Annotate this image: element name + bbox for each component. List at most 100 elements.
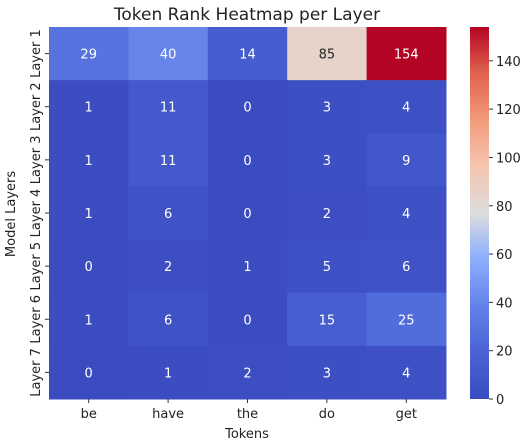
cell-value-label: 2 <box>164 260 172 275</box>
heatmap-cell <box>366 133 447 187</box>
cell-value-label: 4 <box>402 366 410 381</box>
heatmap-cell <box>207 133 288 187</box>
heatmap-cell <box>366 292 447 347</box>
heatmap-cell <box>49 80 129 134</box>
cell-value-label: 11 <box>160 154 177 169</box>
cell-value-label: 1 <box>85 101 93 116</box>
heatmap-cell <box>49 133 129 187</box>
colorbar-gradient <box>470 27 489 399</box>
colorbar-tick-label: 40 <box>496 296 513 311</box>
heatmap-cell <box>128 186 209 241</box>
x-tick-label: be <box>81 407 97 422</box>
x-axis-label: Tokens <box>224 427 269 442</box>
colorbar-tick-label: 60 <box>496 248 513 263</box>
heatmap-cell <box>366 27 447 81</box>
cell-value-label: 29 <box>80 48 97 63</box>
heatmap-cell <box>287 239 368 294</box>
cell-value-label: 5 <box>323 260 331 275</box>
cell-value-label: 0 <box>85 366 93 381</box>
heatmap-cell <box>128 133 209 187</box>
heatmap-cell <box>287 133 368 187</box>
x-axis: be have the do get <box>81 399 417 422</box>
cell-value-label: 1 <box>85 207 93 222</box>
heatmap-cells <box>49 27 447 400</box>
heatmap-cell <box>287 80 368 134</box>
y-tick-label: Layer 4 <box>29 189 44 238</box>
y-tick-label: Layer 2 <box>29 82 44 131</box>
cell-value-label: 14 <box>239 48 256 63</box>
colorbar-tick-label: 100 <box>496 151 521 166</box>
cell-value-label: 2 <box>323 207 331 222</box>
cell-value-label: 4 <box>402 207 410 222</box>
heatmap-cell <box>128 239 209 294</box>
x-tick-label: get <box>396 407 417 422</box>
cell-value-label: 1 <box>243 260 251 275</box>
cell-value-label: 11 <box>160 101 177 116</box>
x-tick-label: do <box>319 407 335 422</box>
cell-value-label: 15 <box>319 313 336 328</box>
heatmap-cell <box>128 27 209 81</box>
x-tick-label: the <box>237 407 258 422</box>
chart-title: Token Rank Heatmap per Layer <box>113 5 380 25</box>
heatmap-cell <box>287 345 368 400</box>
heatmap-cell <box>49 345 129 400</box>
heatmap-cell <box>49 27 129 81</box>
heatmap-cell <box>128 80 209 134</box>
colorbar: 0 20 40 60 80 100 120 140 <box>470 27 521 408</box>
y-axis: Layer 1 Layer 2 Layer 3 Layer 4 Layer 5 Layer… <box>29 29 49 397</box>
cell-value-label: 40 <box>160 48 177 63</box>
heatmap-cell <box>207 80 288 134</box>
colorbar-tick-label: 20 <box>496 345 513 360</box>
cell-value-label: 85 <box>319 48 336 63</box>
cell-value-label: 6 <box>164 313 172 328</box>
x-tick-label: have <box>152 407 184 422</box>
heatmap-cell <box>207 239 288 294</box>
colorbar-tick-label: 80 <box>496 200 513 215</box>
y-tick-label: Layer 5 <box>29 242 44 291</box>
cell-value-label: 3 <box>323 101 331 116</box>
cell-value-label: 0 <box>243 207 251 222</box>
cell-value-label: 25 <box>398 313 415 328</box>
cell-value-label: 0 <box>243 154 251 169</box>
cell-value-label: 1 <box>85 313 93 328</box>
heatmap-cell <box>366 186 447 241</box>
y-tick-label: Layer 3 <box>29 136 44 185</box>
colorbar-tick-label: 140 <box>496 55 521 70</box>
colorbar-tick-label: 0 <box>496 393 504 408</box>
heatmap-cell <box>287 292 368 347</box>
heatmap-cell <box>49 186 129 241</box>
heatmap-cell <box>128 345 209 400</box>
cell-value-label: 1 <box>85 154 93 169</box>
cell-value-label: 3 <box>323 366 331 381</box>
cell-value-label: 0 <box>243 313 251 328</box>
cell-value-label: 9 <box>402 154 410 169</box>
heatmap-cell <box>128 292 209 347</box>
heatmap-cell <box>207 345 288 400</box>
cell-value-label: 2 <box>243 366 251 381</box>
y-tick-label: Layer 1 <box>29 29 44 78</box>
y-axis-label: Model Layers <box>4 171 19 257</box>
heatmap-cell <box>49 239 129 294</box>
heatmap-cell <box>207 27 288 81</box>
cell-value-label: 0 <box>243 101 251 116</box>
cell-value-label: 6 <box>402 260 410 275</box>
cell-value-label: 4 <box>402 101 410 116</box>
heatmap-cell <box>207 186 288 241</box>
heatmap-cell <box>366 345 447 400</box>
heatmap-cell <box>49 292 129 347</box>
cell-value-label: 3 <box>323 154 331 169</box>
cell-value-label: 154 <box>394 48 419 63</box>
cell-value-label: 0 <box>85 260 93 275</box>
cell-value-label: 6 <box>164 207 172 222</box>
cell-value-label: 1 <box>164 366 172 381</box>
y-tick-label: Layer 7 <box>29 348 44 397</box>
y-tick-label: Layer 6 <box>29 295 44 344</box>
heatmap-cell <box>207 292 288 347</box>
heatmap-cell <box>287 186 368 241</box>
colorbar-tick-label: 120 <box>496 103 521 118</box>
heatmap-cell <box>366 239 447 294</box>
heatmap-cell <box>287 27 368 81</box>
heatmap-cell <box>366 80 447 134</box>
